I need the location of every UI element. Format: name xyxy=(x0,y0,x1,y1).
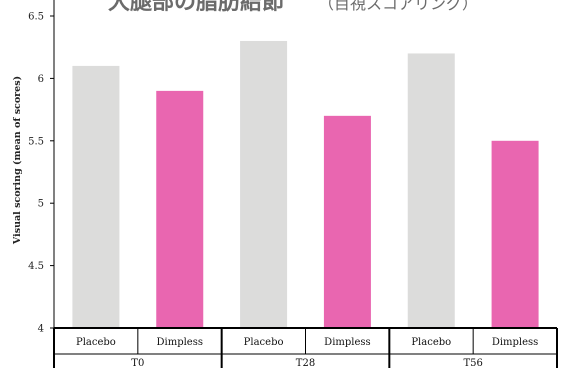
bars xyxy=(72,40,539,329)
chart-subtitle: （目視スコアリング） xyxy=(318,0,478,13)
y-tick-label: 6.5 xyxy=(28,12,44,23)
bar-dimpless-t28 xyxy=(323,115,371,328)
bar-dimpless-t56 xyxy=(491,140,539,328)
y-tick-label: 4.5 xyxy=(28,261,44,272)
bar-placebo-t56 xyxy=(407,53,455,328)
x-group-label: T28 xyxy=(296,358,315,368)
bar-placebo-t28 xyxy=(240,40,288,329)
x-category-label: Placebo xyxy=(411,337,451,348)
bar-dimpless-t0 xyxy=(156,90,204,328)
y-tick-label: 6 xyxy=(38,74,44,85)
x-category-label: Dimpless xyxy=(324,337,370,348)
x-category-label: Dimpless xyxy=(157,337,203,348)
y-axis: 4 4.5 5 5.5 6 6.5 xyxy=(28,0,55,335)
x-axis-table: Placebo Dimpless T0 Placebo Dimpless T28 Place… xyxy=(53,327,558,368)
chart-title-main: 大腿部の脂肪結節 xyxy=(108,0,284,15)
y-axis-label: Visual scoring (mean of scores) xyxy=(12,76,23,245)
y-tick-label: 5.5 xyxy=(28,136,44,147)
x-category-label: Dimpless xyxy=(492,337,538,348)
y-tick-label: 4 xyxy=(38,324,44,335)
bar-placebo-t0 xyxy=(72,65,120,329)
x-group-label: T0 xyxy=(131,358,144,368)
x-category-label: Placebo xyxy=(76,337,116,348)
x-category-label: Placebo xyxy=(244,337,284,348)
y-tick-label: 5 xyxy=(38,199,44,210)
chart-title: 大腿部の脂肪結節 （目視スコアリング） xyxy=(108,0,478,15)
x-group-label: T56 xyxy=(463,358,482,368)
